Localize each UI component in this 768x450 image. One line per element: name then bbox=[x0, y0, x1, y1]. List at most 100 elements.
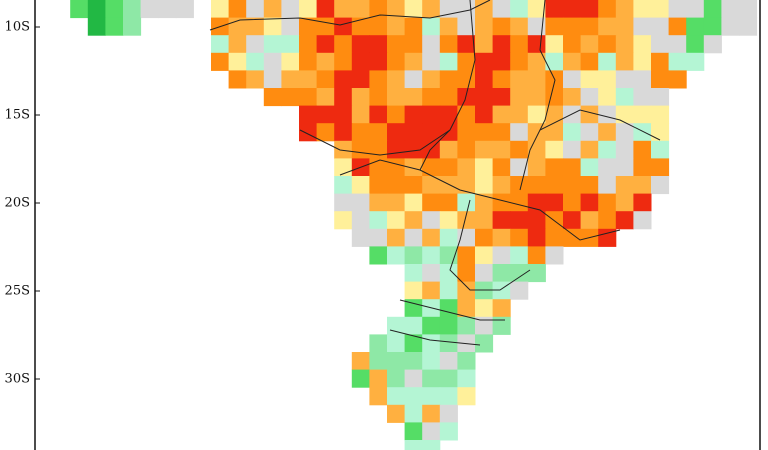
grid-cell bbox=[404, 17, 423, 36]
grid-cell bbox=[439, 422, 458, 441]
grid-cell bbox=[316, 0, 335, 19]
grid-cell bbox=[369, 246, 388, 265]
grid-cell bbox=[475, 0, 494, 19]
grid-cell bbox=[228, 0, 247, 19]
grid-cell bbox=[475, 105, 494, 124]
grid-cell bbox=[598, 140, 617, 159]
grid-cell bbox=[457, 123, 476, 142]
grid-cell bbox=[510, 228, 529, 247]
grid-cell bbox=[492, 0, 511, 19]
grid-cell bbox=[545, 193, 564, 212]
grid-cell bbox=[334, 0, 353, 19]
grid-cells bbox=[70, 0, 758, 450]
grid-cell bbox=[316, 17, 335, 36]
grid-cell bbox=[369, 52, 388, 71]
grid-cell bbox=[563, 17, 582, 36]
grid-cell bbox=[351, 176, 370, 195]
grid-cell bbox=[351, 52, 370, 71]
grid-cell bbox=[527, 35, 546, 54]
grid-cell bbox=[545, 52, 564, 71]
grid-cell bbox=[475, 70, 494, 89]
grid-cell bbox=[439, 334, 458, 353]
grid-cell bbox=[580, 70, 599, 89]
grid-cell bbox=[387, 316, 406, 335]
grid-cell bbox=[580, 88, 599, 107]
grid-cell bbox=[475, 264, 494, 283]
grid-cell bbox=[545, 158, 564, 177]
grid-cell bbox=[457, 369, 476, 388]
grid-cell bbox=[246, 70, 265, 89]
grid-cell bbox=[246, 0, 265, 19]
grid-cell bbox=[580, 0, 599, 19]
grid-cell bbox=[387, 369, 406, 388]
grid-cell bbox=[651, 158, 670, 177]
grid-cell bbox=[457, 264, 476, 283]
grid-cell bbox=[563, 0, 582, 19]
grid-cell bbox=[422, 387, 441, 406]
grid-cell bbox=[351, 193, 370, 212]
grid-cell bbox=[87, 17, 106, 36]
grid-cell bbox=[580, 123, 599, 142]
grid-cell bbox=[633, 0, 652, 19]
grid-cell bbox=[615, 88, 634, 107]
grid-cell bbox=[457, 140, 476, 159]
grid-cell bbox=[404, 176, 423, 195]
grid-cell bbox=[527, 105, 546, 124]
grid-cell bbox=[633, 193, 652, 212]
grid-cell bbox=[545, 246, 564, 265]
grid-cell bbox=[387, 123, 406, 142]
grid-cell bbox=[439, 176, 458, 195]
grid-cell bbox=[633, 88, 652, 107]
grid-cell bbox=[598, 0, 617, 19]
grid-cell bbox=[387, 35, 406, 54]
grid-cell bbox=[615, 158, 634, 177]
grid-cell bbox=[563, 228, 582, 247]
grid-cell bbox=[475, 299, 494, 318]
grid-cell bbox=[387, 176, 406, 195]
grid-cell bbox=[404, 193, 423, 212]
grid-cell bbox=[457, 105, 476, 124]
grid-cell bbox=[651, 17, 670, 36]
grid-cell bbox=[598, 70, 617, 89]
grid-cell bbox=[299, 70, 318, 89]
grid-cell bbox=[334, 70, 353, 89]
grid-cell bbox=[475, 17, 494, 36]
grid-cell bbox=[563, 140, 582, 159]
grid-cell bbox=[369, 17, 388, 36]
grid-cell bbox=[263, 88, 282, 107]
grid-cell bbox=[422, 193, 441, 212]
grid-cell bbox=[633, 211, 652, 230]
grid-cell bbox=[422, 35, 441, 54]
grid-cell bbox=[686, 17, 705, 36]
grid-cell bbox=[510, 123, 529, 142]
grid-cell bbox=[510, 264, 529, 283]
grid-cell bbox=[668, 17, 687, 36]
grid-cell bbox=[439, 352, 458, 371]
grid-cell bbox=[404, 334, 423, 353]
grid-cell bbox=[563, 88, 582, 107]
grid-cell bbox=[387, 352, 406, 371]
grid-cell bbox=[369, 369, 388, 388]
grid-cell bbox=[422, 52, 441, 71]
grid-cell bbox=[598, 52, 617, 71]
grid-cell bbox=[492, 88, 511, 107]
grid-cell bbox=[299, 123, 318, 142]
grid-cell bbox=[598, 17, 617, 36]
grid-cell bbox=[105, 17, 124, 36]
grid-cell bbox=[404, 0, 423, 19]
grid-cell bbox=[615, 123, 634, 142]
grid-cell bbox=[246, 35, 265, 54]
grid-cell bbox=[492, 316, 511, 335]
grid-cell bbox=[439, 52, 458, 71]
grid-cell bbox=[105, 0, 124, 19]
grid-cell bbox=[351, 88, 370, 107]
grid-cell bbox=[457, 35, 476, 54]
grid-cell bbox=[527, 52, 546, 71]
grid-cell bbox=[281, 52, 300, 71]
lat-labels: 10S 15S 20S 25S 30S bbox=[5, 20, 40, 387]
grid-cell bbox=[457, 352, 476, 371]
grid-cell bbox=[545, 0, 564, 19]
grid-cell bbox=[721, 0, 740, 19]
grid-cell bbox=[404, 228, 423, 247]
